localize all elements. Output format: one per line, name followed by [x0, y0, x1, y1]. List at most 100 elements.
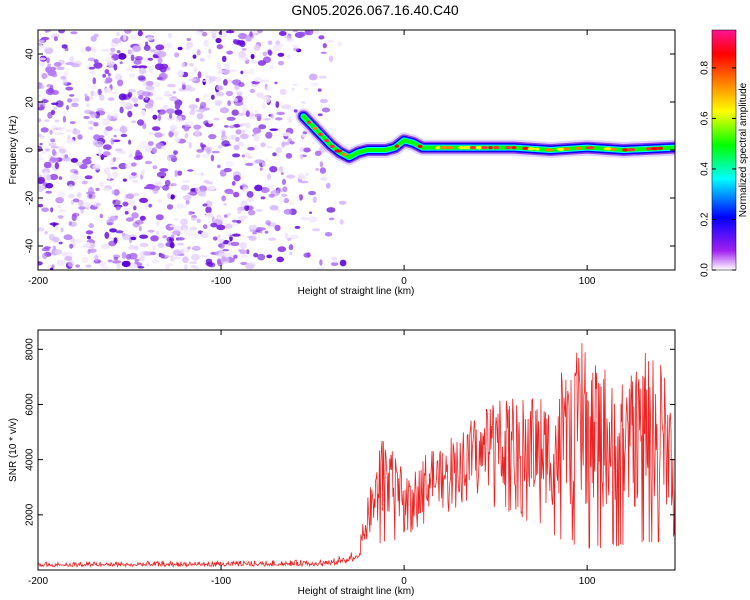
noise-blob — [285, 38, 295, 42]
noise-blob — [104, 231, 110, 239]
noise-blob — [141, 91, 151, 97]
noise-blob — [281, 104, 291, 109]
noise-blob — [293, 47, 299, 52]
noise-blob — [50, 207, 54, 213]
noise-blob — [265, 131, 273, 139]
noise-blob — [174, 52, 180, 58]
noise-blob — [231, 219, 239, 223]
noise-blob — [231, 181, 236, 186]
noise-blob — [82, 158, 92, 165]
noise-blob — [164, 90, 170, 96]
noise-blob — [250, 60, 258, 64]
noise-blob — [92, 77, 97, 85]
noise-blob — [162, 235, 168, 239]
noise-blob — [142, 123, 147, 130]
noise-blob — [128, 153, 133, 159]
noise-blob — [50, 157, 59, 162]
noise-blob — [182, 180, 191, 183]
signal-hotspot — [556, 147, 566, 151]
noise-blob — [83, 202, 92, 208]
noise-blob — [244, 204, 250, 212]
noise-blob — [245, 122, 251, 129]
noise-blob — [160, 254, 165, 259]
noise-blob — [246, 197, 255, 203]
noise-blob — [119, 126, 128, 134]
noise-blob — [135, 149, 141, 156]
noise-blob — [240, 133, 249, 140]
noise-blob — [208, 77, 213, 84]
x-tick-label: 100 — [579, 276, 596, 287]
noise-blob — [233, 174, 241, 182]
noise-blob — [203, 39, 209, 47]
noise-blob — [253, 44, 261, 51]
noise-blob — [69, 121, 76, 125]
noise-blob — [202, 203, 208, 207]
noise-blob — [62, 156, 72, 162]
noise-blob — [339, 259, 347, 267]
noise-blob — [191, 215, 197, 218]
noise-blob — [44, 30, 49, 33]
noise-blob — [277, 43, 285, 47]
noise-blob — [318, 35, 325, 40]
noise-blob — [233, 123, 241, 128]
noise-blob — [106, 114, 112, 120]
noise-blob — [85, 46, 92, 52]
noise-blob — [127, 198, 136, 205]
noise-blob — [69, 94, 75, 97]
noise-blob — [51, 90, 59, 95]
noise-blob — [53, 36, 58, 42]
noise-blob — [185, 199, 190, 205]
noise-blob — [297, 173, 306, 180]
noise-blob — [211, 150, 220, 154]
noise-blob — [115, 206, 121, 211]
noise-blob — [208, 48, 212, 54]
noise-blob — [103, 144, 112, 151]
noise-blob — [208, 134, 217, 140]
noise-blob — [107, 97, 115, 101]
signal-hotspot — [488, 146, 493, 150]
noise-blob — [111, 38, 122, 44]
y-tick-label: 2000 — [25, 503, 36, 526]
noise-blob — [235, 136, 240, 142]
noise-blob — [196, 149, 204, 153]
x-tick-label: -200 — [28, 276, 48, 287]
noise-blob — [138, 67, 146, 75]
noise-blob — [62, 115, 66, 123]
noise-blob — [249, 31, 253, 38]
noise-blob — [282, 132, 292, 137]
noise-blob — [113, 189, 120, 196]
noise-blob — [291, 44, 300, 48]
noise-blob — [66, 105, 69, 111]
noise-blob — [214, 100, 223, 106]
noise-blob — [90, 96, 94, 100]
noise-blob — [111, 91, 118, 95]
noise-blob — [95, 187, 100, 191]
noise-blob — [146, 263, 150, 267]
colorbar-tick-label: 0.2 — [700, 212, 711, 226]
x-tick-label: -100 — [211, 276, 231, 287]
noise-blob — [217, 243, 223, 248]
noise-blob — [224, 125, 229, 128]
noise-blob — [131, 172, 137, 176]
noise-blob — [140, 169, 145, 176]
noise-blob — [88, 120, 95, 125]
noise-blob — [118, 93, 127, 101]
noise-blob — [254, 159, 264, 164]
noise-blob — [61, 44, 68, 49]
noise-blob — [221, 55, 227, 63]
noise-blob — [216, 66, 221, 70]
noise-blob — [314, 30, 320, 35]
noise-blob — [133, 205, 137, 211]
noise-blob — [143, 57, 150, 62]
noise-blob — [166, 204, 174, 210]
signal-hotspot — [341, 152, 348, 157]
noise-blob — [180, 204, 187, 209]
noise-blob — [275, 117, 283, 121]
noise-blob — [308, 216, 318, 223]
noise-blob — [171, 132, 175, 136]
noise-blob — [260, 142, 266, 148]
noise-blob — [123, 33, 127, 41]
noise-blob — [333, 258, 338, 264]
noise-blob — [137, 119, 144, 126]
noise-blob — [105, 57, 114, 63]
